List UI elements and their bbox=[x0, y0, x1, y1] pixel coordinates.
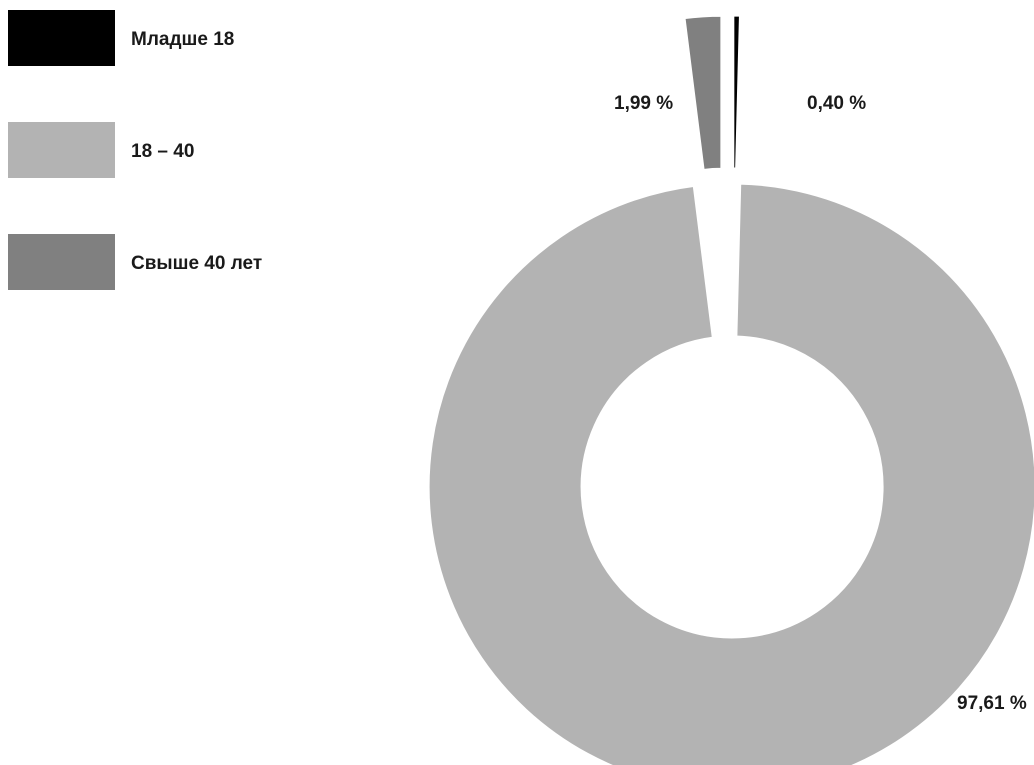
slices bbox=[426, 13, 1034, 765]
legend-label-18-40: 18 – 40 bbox=[131, 141, 194, 162]
value-labels: 0,40 % 97,61 % 1,99 % bbox=[614, 93, 1027, 714]
value-label-18-40: 97,61 % bbox=[957, 693, 1027, 714]
slice-свыше-40-лет bbox=[682, 13, 724, 173]
legend: Младше 18 18 – 40 Свыше 40 лет bbox=[8, 10, 262, 290]
slice-младше-18 bbox=[731, 13, 743, 171]
legend-swatch-свыше-40-лет bbox=[8, 234, 115, 290]
value-label-младше-18: 0,40 % bbox=[807, 93, 866, 114]
slice-18-40 bbox=[426, 181, 1034, 765]
legend-label-свыше-40-лет: Свыше 40 лет bbox=[131, 253, 262, 274]
legend-swatch-18-40 bbox=[8, 122, 115, 178]
legend-swatch-младше-18 bbox=[8, 10, 115, 66]
value-label-свыше-40-лет: 1,99 % bbox=[614, 93, 673, 114]
legend-label-младше-18: Младше 18 bbox=[131, 29, 234, 50]
